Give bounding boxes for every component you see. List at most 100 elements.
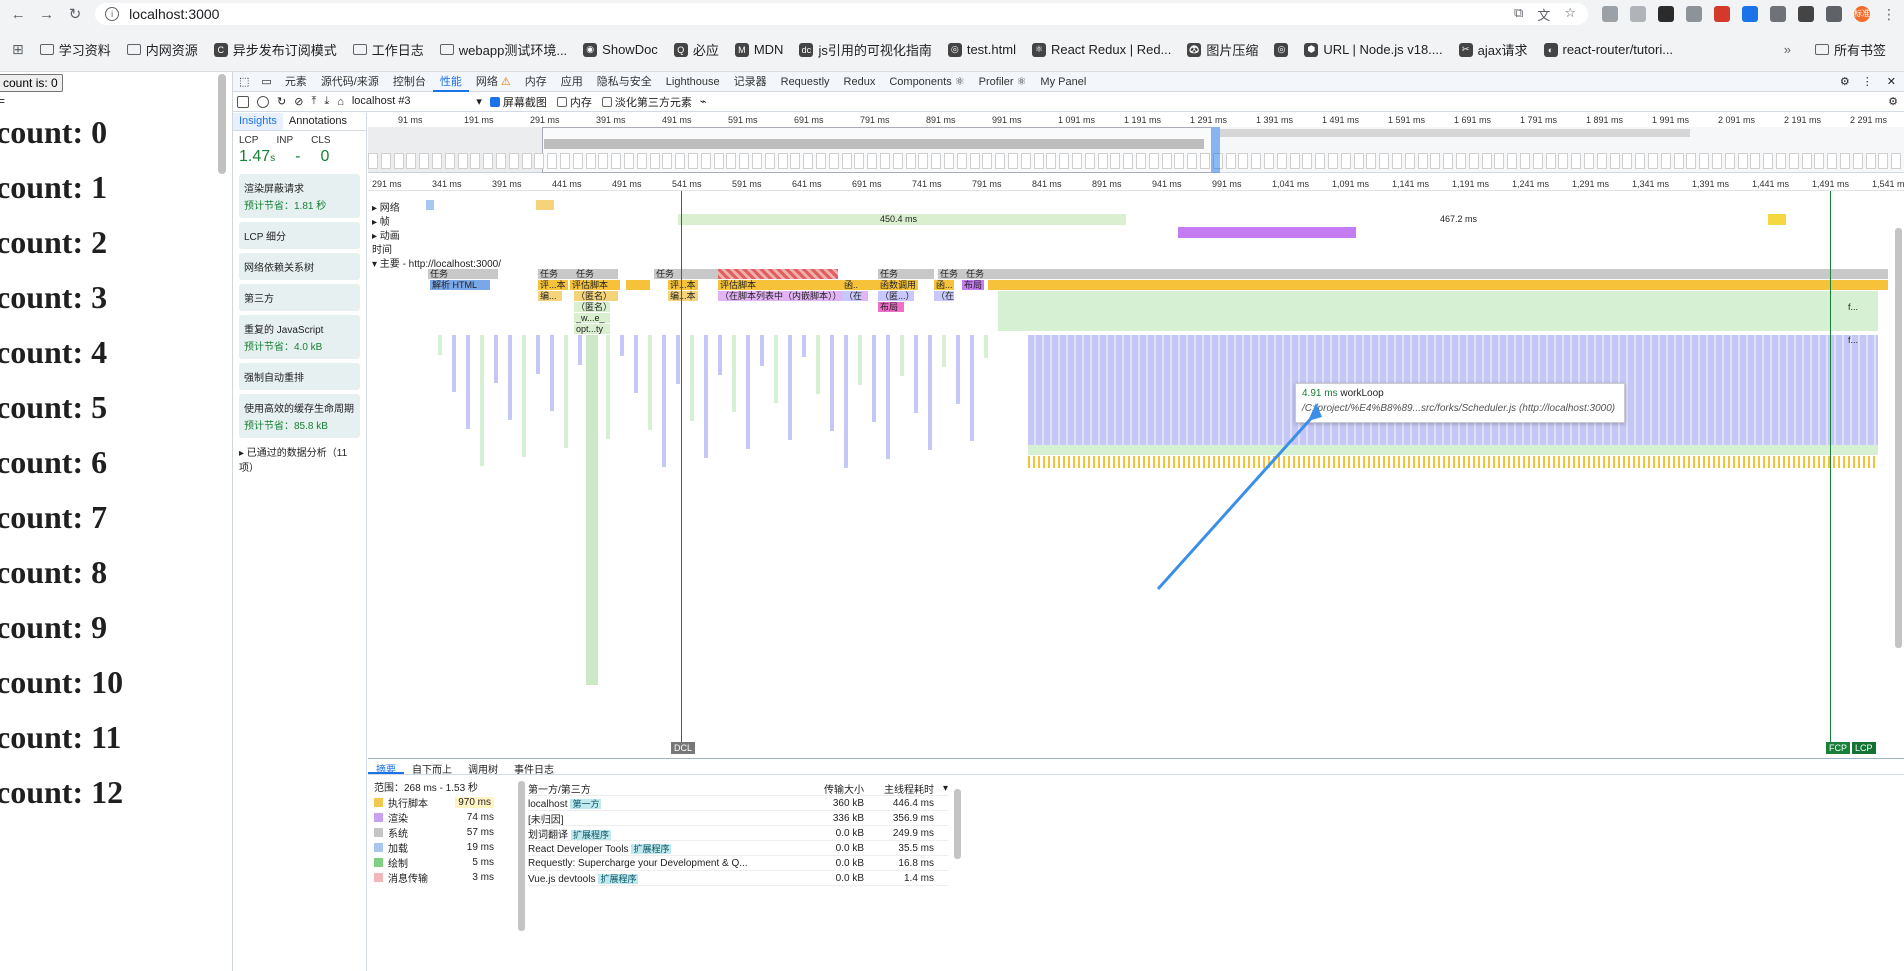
count-button[interactable]: count is: 0 [0, 74, 63, 92]
bookmark-star-icon[interactable]: ☆ [1564, 4, 1576, 20]
summary-scrollbar[interactable] [518, 781, 525, 931]
column-header[interactable]: 主线程耗时 [884, 784, 934, 796]
task-bar[interactable] [964, 269, 994, 279]
devtools-tab[interactable]: 性能 [432, 72, 469, 92]
capture-settings-icon[interactable]: ⚙ [1888, 96, 1898, 108]
timeline-overview[interactable] [368, 127, 1904, 173]
flame-entry[interactable] [878, 291, 914, 301]
devtools-tab[interactable]: Profiler ⚛ [978, 75, 1027, 88]
toolbar-checkbox[interactable]: 内存 [556, 94, 592, 110]
flame-entry[interactable] [538, 291, 562, 301]
track-label[interactable]: 时间 [372, 245, 392, 256]
all-bookmarks-folder[interactable]: 所有书签 [1807, 40, 1894, 59]
flame-entry[interactable] [574, 324, 610, 334]
devtools-tab[interactable]: Redux [843, 75, 876, 88]
flame-entry[interactable] [842, 280, 858, 290]
flame-entry[interactable] [878, 280, 918, 290]
devtools-tab[interactable]: 源代码/来源 [320, 75, 379, 88]
flame-block[interactable] [1028, 456, 1878, 468]
insight-card[interactable]: 渲染屏蔽请求 预计节省：1.81 秒 [239, 174, 360, 218]
toolbar-checkbox[interactable]: 屏幕截图 [489, 94, 547, 110]
flame-entry[interactable] [634, 335, 638, 393]
flame-entry[interactable] [942, 335, 946, 367]
track-label[interactable]: ▾ 主要 - http://localhost:3000/ [372, 259, 501, 270]
details-tab[interactable]: 调用树 [468, 765, 498, 776]
more-bookmarks-icon[interactable]: » [1783, 42, 1791, 57]
table-row[interactable]: [未归因] 336 kB 356.9 ms [528, 811, 948, 826]
extension-icon[interactable] [1630, 6, 1646, 22]
column-header[interactable]: 第一方/第三方 [528, 784, 591, 796]
table-row[interactable]: Vue.js devtools 扩展程序 0.0 kB 1.4 ms [528, 871, 948, 886]
sort-icon[interactable]: ▾ [942, 782, 948, 794]
forward-icon[interactable]: → [39, 5, 55, 23]
flame-entry[interactable] [626, 280, 650, 290]
devtools-tab[interactable]: Requestly [780, 75, 830, 88]
task-bar[interactable] [538, 269, 578, 279]
bookmark-item[interactable]: ⚛ React Redux | Red... [1024, 42, 1179, 57]
devtools-tab[interactable]: 网络 ⚠ [475, 75, 511, 88]
bookmark-item[interactable]: webapp测试环境... [432, 40, 575, 59]
flame-entry[interactable] [466, 335, 470, 429]
flame-entry[interactable] [550, 335, 554, 411]
extension-icon[interactable] [1798, 6, 1814, 22]
toggle-sidebar-icon[interactable] [237, 95, 249, 108]
flame-entry[interactable] [802, 335, 806, 357]
network-request[interactable] [536, 200, 554, 210]
site-info-icon[interactable]: i [105, 7, 120, 21]
flame-entry[interactable] [988, 280, 1888, 290]
flame-entry[interactable] [718, 280, 878, 290]
flame-entry[interactable] [480, 335, 484, 466]
flame-entry[interactable] [574, 302, 610, 312]
flame-entry[interactable] [574, 313, 610, 323]
insight-card[interactable]: 网络依赖关系树 [239, 253, 360, 280]
flame-entry[interactable] [962, 280, 984, 290]
recording-select[interactable]: localhost #3 ▾ [351, 95, 482, 108]
task-bar[interactable] [878, 269, 934, 279]
flame-entry[interactable] [844, 335, 848, 468]
reload-record-icon[interactable]: ↻ [277, 96, 287, 108]
devtools-tab[interactable]: 内存 [524, 75, 547, 88]
extension-icon[interactable] [1658, 6, 1674, 22]
details-tab[interactable]: 事件日志 [514, 765, 554, 776]
devtools-tab[interactable]: Components ⚛ [889, 75, 965, 88]
flame-entry[interactable] [690, 335, 694, 421]
passed-insights-toggle[interactable]: ▸ 已通过的数据分析（11 项） [239, 448, 348, 474]
overview-handle[interactable] [1212, 127, 1220, 173]
bookmark-item[interactable]: ◎ [1266, 42, 1296, 57]
download-icon[interactable]: ⤓ [324, 95, 330, 107]
track-label[interactable]: ▸ 帧 [372, 217, 390, 228]
inspect-element-icon[interactable]: ⬚ [239, 76, 250, 88]
timeline[interactable]: 91 ms 191 ms 291 ms 391 ms 491 ms 591 ms 691 m… [368, 113, 1904, 758]
flame-entry[interactable] [830, 335, 834, 431]
table-row[interactable]: React Developer Tools 扩展程序 0.0 kB 35.5 ms [528, 841, 948, 856]
timeline-scrollbar[interactable] [1895, 228, 1902, 648]
flame-entry[interactable] [668, 291, 698, 301]
track-label[interactable]: ▸ 动画 [372, 231, 400, 242]
flame-entry[interactable] [984, 335, 988, 358]
insight-card[interactable]: 第三方 [239, 284, 360, 311]
bookmark-item[interactable]: Q 必应 [666, 40, 727, 59]
table-row[interactable]: localhost 第一方 360 kB 446.4 ms [528, 796, 948, 811]
insight-card[interactable]: 重复的 JavaScript 预计节省：4.0 kB [239, 315, 360, 359]
extension-icon[interactable] [1714, 6, 1730, 22]
flame-entry[interactable] [934, 280, 954, 290]
flame-entry[interactable] [648, 335, 652, 430]
bookmark-item[interactable]: ◎ test.html [940, 42, 1024, 57]
bookmark-item[interactable]: ◐ react-router/tutori... [1536, 42, 1682, 57]
frame-bar[interactable] [1768, 214, 1786, 225]
flame-entry[interactable] [620, 335, 624, 356]
flame-entry[interactable] [872, 335, 876, 422]
flame-entry[interactable] [914, 335, 918, 413]
insight-card[interactable]: LCP 细分 [239, 222, 360, 249]
table-row[interactable]: 划词翻译 扩展程序 0.0 kB 249.9 ms [528, 826, 948, 841]
flame-entry[interactable] [564, 335, 568, 448]
flame-entry[interactable] [732, 335, 736, 412]
flame-entry[interactable] [668, 280, 698, 290]
url-input[interactable]: i localhost:3000 ⧉ 文 ☆ [95, 3, 1588, 25]
flame-entry[interactable] [522, 335, 526, 457]
devtools-tab[interactable]: Lighthouse [665, 75, 720, 88]
task-bar[interactable] [988, 269, 1888, 279]
reload-icon[interactable]: ↻ [68, 6, 82, 23]
flame-entry[interactable] [438, 335, 442, 355]
flame-entry[interactable] [676, 335, 680, 384]
